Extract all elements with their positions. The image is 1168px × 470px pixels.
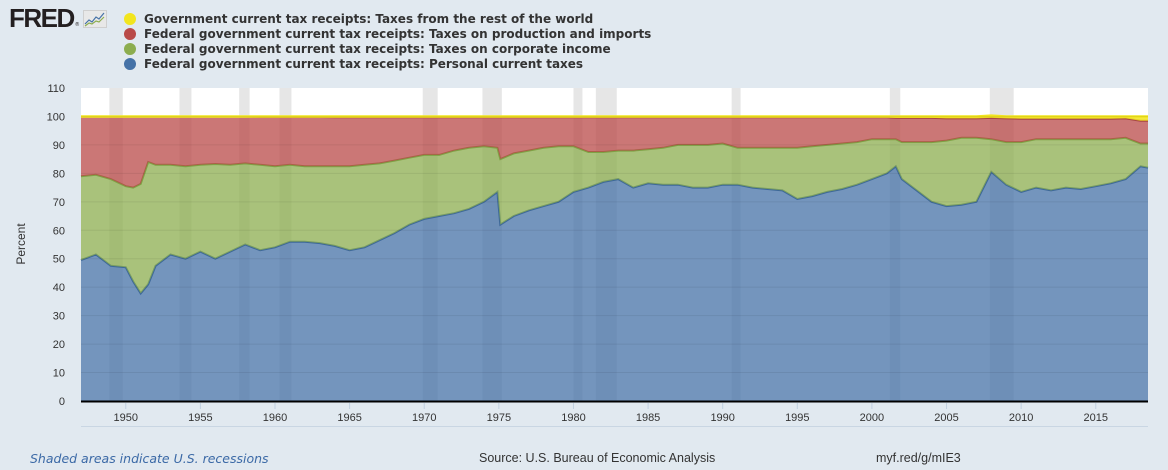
y-tick-label: 90 (53, 140, 65, 152)
legend-label: Federal government current tax receipts:… (144, 41, 611, 56)
legend-label: Government current tax receipts: Taxes f… (144, 11, 594, 26)
x-tick-label: 1970 (412, 412, 436, 424)
short-link[interactable]: myf.red/g/mIE3 (876, 451, 961, 465)
legend-dot-icon (124, 12, 136, 25)
y-axis-label: Percent (14, 223, 28, 265)
area-series-2[interactable] (81, 116, 1148, 188)
recession-note: Shaded areas indicate U.S. recessions (30, 451, 269, 466)
x-tick-label: 1960 (263, 412, 287, 424)
logo-registered-mark: ® (74, 22, 80, 28)
x-tick-label: 1985 (636, 412, 660, 424)
x-tick-label: 2010 (1009, 412, 1033, 424)
y-tick-label: 50 (53, 254, 65, 266)
legend-dot-icon (124, 42, 136, 55)
area-series-1[interactable] (81, 137, 1148, 294)
area-series-0[interactable] (81, 166, 1148, 401)
x-tick-label: 1995 (785, 412, 809, 424)
y-tick-label: 30 (53, 311, 65, 323)
legend-dot-icon (124, 58, 136, 71)
legend-label: Federal government current tax receipts:… (144, 57, 584, 72)
x-tick-label: 2015 (1084, 412, 1108, 424)
legend-item-rest-of-world[interactable]: Government current tax receipts: Taxes f… (124, 11, 651, 26)
legend-item-corporate-income[interactable]: Federal government current tax receipts:… (124, 41, 651, 56)
series-line-3[interactable] (81, 114, 1148, 118)
source-text: Source: U.S. Bureau of Economic Analysis (479, 451, 716, 465)
legend-item-personal-taxes[interactable]: Federal government current tax receipts:… (124, 57, 651, 72)
legend-item-production-imports[interactable]: Federal government current tax receipts:… (124, 26, 651, 41)
chart-legend: Government current tax receipts: Taxes f… (124, 11, 651, 72)
legend-label: Federal government current tax receipts:… (144, 26, 652, 41)
y-tick-label: 40 (53, 282, 65, 294)
x-tick-label: 1980 (561, 412, 585, 424)
x-tick-label: 1965 (337, 412, 361, 424)
fred-chart-icon (82, 10, 107, 28)
y-tick-label: 60 (53, 225, 65, 237)
y-tick-label: 0 (59, 396, 65, 408)
x-tick-label: 2000 (860, 412, 884, 424)
y-tick-label: 70 (53, 197, 65, 209)
logo-text: FRED (9, 3, 75, 33)
x-tick-label: 1975 (487, 412, 511, 424)
x-tick-label: 1950 (114, 412, 138, 424)
fred-logo[interactable]: FRED ® (9, 3, 107, 33)
y-tick-label: 110 (47, 83, 65, 95)
y-tick-label: 80 (53, 168, 65, 180)
y-tick-label: 100 (47, 111, 65, 123)
x-tick-label: 1955 (188, 412, 212, 424)
y-tick-label: 10 (53, 368, 65, 380)
legend-dot-icon (124, 27, 136, 40)
x-tick-label: 2005 (934, 412, 958, 424)
y-tick-label: 20 (53, 339, 65, 351)
x-tick-label: 1990 (710, 412, 734, 424)
